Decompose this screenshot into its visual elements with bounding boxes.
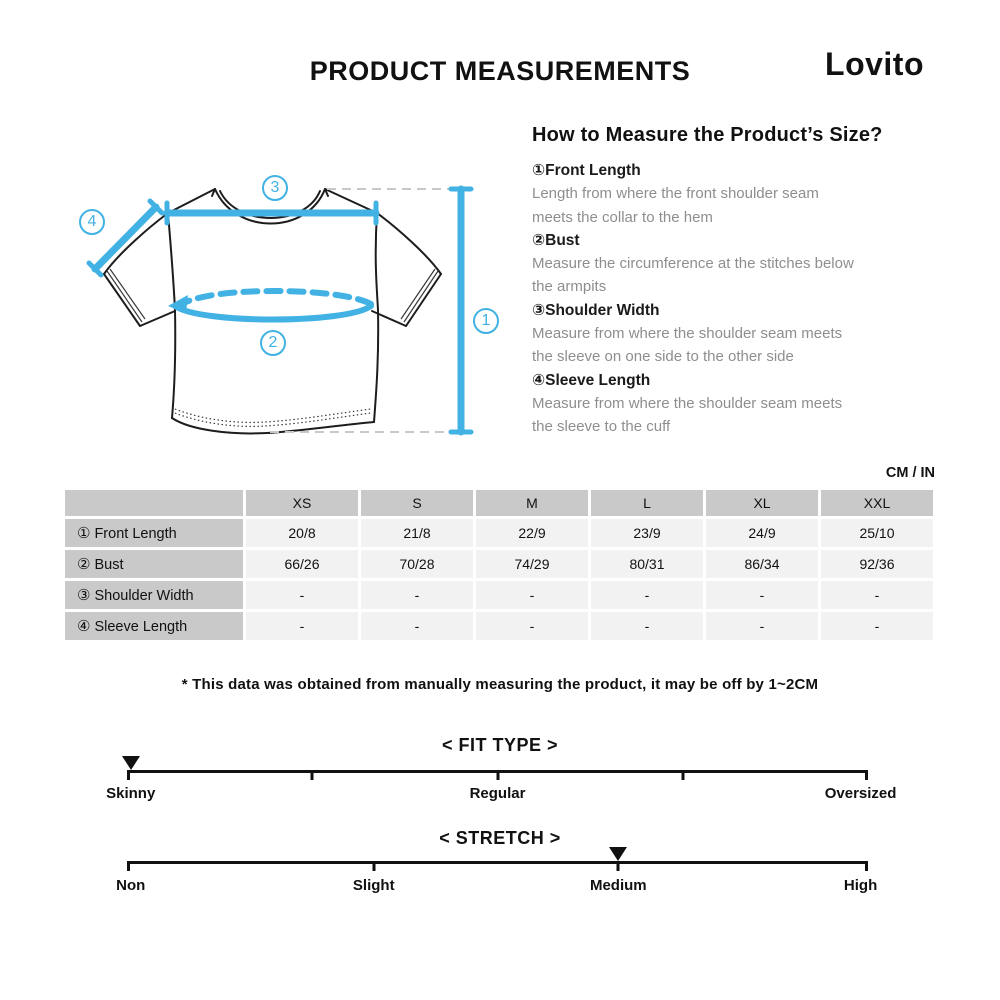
- size-header: M: [476, 490, 588, 516]
- size-header: S: [361, 490, 473, 516]
- row-label: ④ Sleeve Length: [65, 612, 243, 640]
- scale-tick: [496, 770, 499, 780]
- how-to-measure-section: How to Measure the Product’s Size? ①Fron…: [532, 124, 956, 439]
- scale-label: High: [843, 877, 878, 894]
- how-to-item-desc: the sleeve to the cuff: [532, 418, 671, 436]
- how-to-item-title: ④Sleeve Length: [532, 371, 651, 389]
- size-header: XXL: [821, 490, 933, 516]
- front-length-line: [448, 185, 474, 436]
- size-header: XS: [246, 490, 358, 516]
- size-header: XL: [706, 490, 818, 516]
- sleeve-length-line: [86, 198, 165, 278]
- unit-label: CM / IN: [885, 465, 935, 481]
- scale-label: Regular: [469, 785, 526, 802]
- table-value: -: [706, 581, 818, 609]
- table-value: 66/26: [246, 550, 358, 578]
- how-to-item-desc: Measure from where the shoulder seam mee…: [532, 325, 843, 343]
- scale-label: Skinny: [106, 785, 156, 802]
- how-to-heading: How to Measure the Product’s Size?: [532, 124, 883, 146]
- how-to-item-desc: the armpits: [532, 278, 607, 296]
- table-value: 21/8: [361, 519, 473, 547]
- bust-ellipse: [168, 287, 374, 323]
- fit-type-scale: [121, 756, 868, 780]
- table-value: 86/34: [706, 550, 818, 578]
- measurement-note: * This data was obtained from manually m…: [181, 676, 819, 693]
- stretch-title: < STRETCH >: [439, 828, 561, 848]
- table-value: -: [246, 612, 358, 640]
- table-value: -: [591, 612, 703, 640]
- table-value: -: [821, 581, 933, 609]
- how-to-item-desc: meets the collar to the hem: [532, 208, 713, 226]
- stretch-marker-icon: [609, 847, 628, 861]
- row-label: ③ Shoulder Width: [65, 581, 243, 609]
- table-value: 23/9: [591, 519, 703, 547]
- tshirt-diagram-svg: [86, 185, 474, 436]
- scale-label: Non: [116, 877, 146, 894]
- guide-dashed-lines: [270, 188, 457, 433]
- table-value: 22/9: [476, 519, 588, 547]
- page-title: PRODUCT MEASUREMENTS: [309, 56, 691, 86]
- row-label: ① Front Length: [65, 519, 243, 547]
- table-row: ④ Sleeve Length - - - - - -: [65, 612, 933, 640]
- table-row: ② Bust 66/26 70/28 74/29 80/31 86/34 92/3…: [65, 550, 933, 578]
- row-label: ② Bust: [65, 550, 243, 578]
- scale-label: Oversized: [824, 785, 897, 802]
- table-value: 24/9: [706, 519, 818, 547]
- table-value: 80/31: [591, 550, 703, 578]
- marker-1-front-length: 1: [473, 308, 499, 334]
- table-value: -: [476, 612, 588, 640]
- scale-tick: [372, 861, 376, 871]
- fit-type-labels: Skinny Regular Oversized: [106, 785, 896, 805]
- scale-endcap: [865, 861, 868, 871]
- table-row: ③ Shoulder Width - - - - - -: [65, 581, 933, 609]
- how-to-item-desc: Measure the circumference at the stitche…: [532, 255, 854, 273]
- scale-tick: [616, 861, 620, 871]
- table-corner-cell: [65, 490, 243, 516]
- scale-endcap: [127, 861, 130, 871]
- table-value: -: [706, 612, 818, 640]
- table-header-row: XS S M L XL XXL: [65, 490, 933, 516]
- shoulder-width-line: [163, 200, 380, 226]
- table-value: -: [476, 581, 588, 609]
- scale-tick: [310, 770, 314, 780]
- table-value: -: [361, 612, 473, 640]
- table-value: -: [246, 581, 358, 609]
- how-to-item-title: ③Shoulder Width: [532, 301, 660, 319]
- table-value: 25/10: [821, 519, 933, 547]
- how-to-item-title: ①Front Length: [532, 162, 641, 179]
- marker-4-sleeve-length: 4: [79, 209, 105, 235]
- bust-arrow-icon: [168, 295, 188, 313]
- marker-3-shoulder-width: 3: [262, 175, 288, 201]
- how-to-item-desc: Measure from where the shoulder seam mee…: [532, 394, 843, 412]
- table-value: 20/8: [246, 519, 358, 547]
- table-value: -: [591, 581, 703, 609]
- scale-endcap: [865, 770, 868, 780]
- stretch-labels: Non Slight Medium High: [116, 877, 877, 897]
- how-to-item-desc: the sleeve on one side to the other side: [532, 348, 794, 366]
- size-header: L: [591, 490, 703, 516]
- table-value: -: [821, 612, 933, 640]
- table-value: 92/36: [821, 550, 933, 578]
- tshirt-measurement-diagram: 3 4 2 1: [60, 150, 510, 470]
- table-row: ① Front Length 20/8 21/8 22/9 23/9 24/9 2…: [65, 519, 933, 547]
- scale-tick: [681, 770, 685, 780]
- how-to-item-desc: Length from where the front shoulder sea…: [532, 185, 819, 203]
- scale-endcap: [127, 770, 130, 780]
- scale-label: Slight: [352, 877, 395, 894]
- measurements-table: XS S M L XL XXL ① Front Length 20/8 21/8 …: [62, 487, 936, 643]
- table-value: -: [361, 581, 473, 609]
- tshirt-outline: [103, 188, 442, 435]
- marker-2-bust: 2: [260, 330, 286, 356]
- brand-logo: Lovito: [825, 46, 924, 82]
- table-value: 74/29: [476, 550, 588, 578]
- fit-type-title: < FIT TYPE >: [441, 735, 559, 755]
- table-value: 70/28: [361, 550, 473, 578]
- stitch-lines: [106, 268, 439, 427]
- fit-type-marker-icon: [121, 756, 140, 770]
- how-to-item-title: ②Bust: [532, 231, 580, 249]
- stretch-scale: [127, 847, 868, 871]
- scale-label: Medium: [589, 877, 647, 894]
